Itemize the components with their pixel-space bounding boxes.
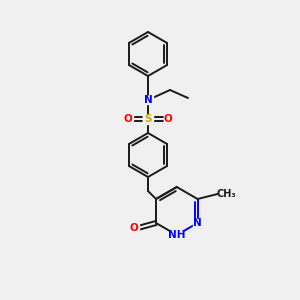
Bar [143,96,152,104]
Text: O: O [130,223,138,233]
Bar [124,115,133,123]
Text: N: N [193,218,202,228]
Bar [219,190,235,198]
Bar [164,115,172,123]
Bar [193,219,202,227]
Bar [170,231,183,239]
Text: O: O [164,114,172,124]
Text: CH₃: CH₃ [217,189,236,199]
Text: S: S [144,114,152,124]
Text: N: N [144,95,152,105]
Text: NH: NH [168,230,185,240]
Text: O: O [124,114,132,124]
Bar [143,115,153,124]
Bar [130,224,139,232]
